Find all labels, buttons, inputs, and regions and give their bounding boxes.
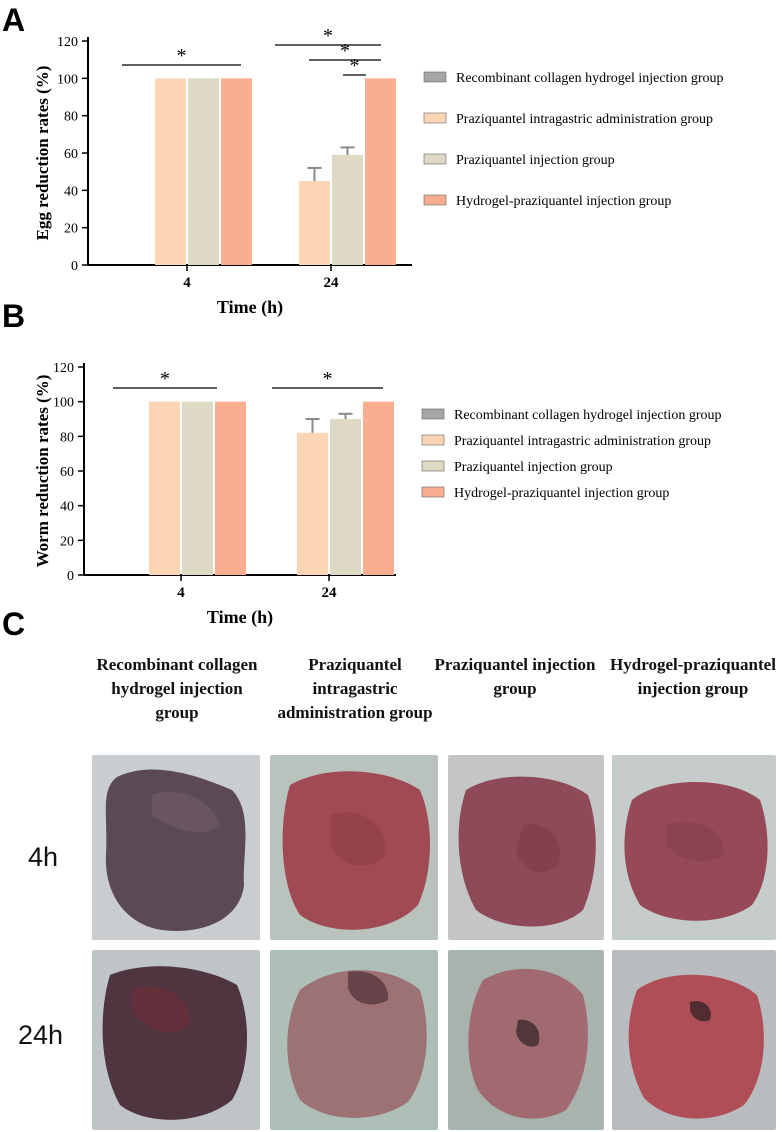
legend-label: Praziquantel injection group: [456, 153, 615, 168]
x-axis-label: Time (h): [207, 607, 273, 628]
y-tick-label: 40: [64, 184, 78, 199]
bar: [149, 401, 180, 575]
bar: [155, 78, 186, 265]
liver-photo-injection-4h: [448, 755, 604, 940]
legend-label: Praziquantel intragastric administration…: [454, 434, 711, 449]
y-tick-label: 40: [60, 500, 74, 515]
legend-swatch: [421, 434, 445, 446]
legend-swatch: [421, 408, 445, 420]
x-axis-label: Time (h): [217, 297, 283, 318]
x-tick-label: 4: [177, 585, 185, 601]
significance-marker: *: [340, 40, 350, 62]
bar: [215, 401, 246, 575]
x-tick-label: 24: [324, 275, 340, 291]
liver-photo-intragastric-24h: [270, 950, 438, 1130]
bar: [182, 401, 213, 575]
row-label-4h: 4h: [28, 842, 59, 872]
significance-marker: *: [177, 45, 187, 67]
bar: [188, 78, 219, 265]
bar: [221, 78, 252, 265]
liver-photo-hydrogel-praziquantel-4h: [612, 755, 776, 940]
y-tick-label: 100: [57, 72, 78, 87]
liver-photo-intragastric-4h: [270, 755, 438, 940]
worm-reduction-chart: 0 20 40 60 80 100 120 4 24 * * Time (h) Worm reducti…: [33, 361, 721, 628]
legend-swatch: [421, 486, 445, 498]
panel-label-a: A: [2, 2, 26, 38]
y-tick-label: 80: [64, 110, 78, 125]
y-tick-label: 0: [71, 259, 78, 274]
column-heading-intragastric: Praziquantel intragastric administration…: [277, 655, 433, 722]
legend-label: Hydrogel-praziquantel injection group: [456, 194, 671, 209]
legend-label: Recombinant collagen hydrogel injection …: [454, 408, 721, 423]
bar: [365, 78, 396, 265]
significance-marker: *: [323, 368, 333, 390]
y-axis-label: Egg reduction rates (%): [33, 66, 52, 241]
liver-photo-hydrogel-praziquantel-24h: [612, 950, 776, 1130]
y-tick-label: 0: [67, 569, 74, 584]
legend-label: Praziquantel injection group: [454, 460, 613, 475]
row-label-24h: 24h: [18, 1020, 64, 1050]
legend-label: Praziquantel intragastric administration…: [456, 112, 713, 127]
legend-swatch: [423, 112, 447, 124]
y-tick-label: 100: [53, 396, 74, 411]
legend-swatch: [423, 153, 447, 165]
x-tick-label: 24: [322, 585, 338, 601]
liver-photo-recombinant-4h: [92, 755, 260, 940]
liver-photo-injection-24h: [448, 950, 604, 1130]
y-tick-label: 20: [64, 222, 78, 237]
column-heading-injection: Praziquantel injection group: [434, 655, 596, 698]
column-heading-hydrogel-praziquantel: Hydrogel-praziquantel injection group: [610, 655, 776, 698]
bar: [363, 401, 394, 575]
legend-swatch: [423, 71, 447, 83]
legend-swatch: [421, 460, 445, 472]
bar: [299, 181, 330, 265]
legend-label: Recombinant collagen hydrogel injection …: [456, 71, 723, 86]
legend-label: Hydrogel-praziquantel injection group: [454, 486, 669, 501]
y-tick-label: 120: [53, 361, 74, 376]
y-tick-label: 20: [60, 534, 74, 549]
y-tick-label: 80: [60, 430, 74, 445]
significance-marker: *: [350, 55, 360, 77]
y-tick-label: 120: [57, 35, 78, 50]
legend-swatch: [423, 194, 447, 206]
column-heading-recombinant: Recombinant collagen hydrogel injection …: [96, 655, 258, 722]
x-tick-label: 4: [183, 275, 191, 291]
panel-label-b: B: [2, 298, 26, 334]
y-tick-label: 60: [60, 465, 74, 480]
significance-marker: *: [323, 25, 333, 47]
bar: [297, 432, 328, 575]
panel-label-c: C: [2, 606, 26, 642]
y-tick-label: 60: [64, 147, 78, 162]
liver-photo-recombinant-24h: [92, 950, 260, 1130]
bar: [330, 419, 361, 575]
y-axis-label: Worm reduction rates (%): [33, 375, 52, 568]
bar: [332, 154, 363, 265]
significance-marker: *: [160, 368, 170, 390]
